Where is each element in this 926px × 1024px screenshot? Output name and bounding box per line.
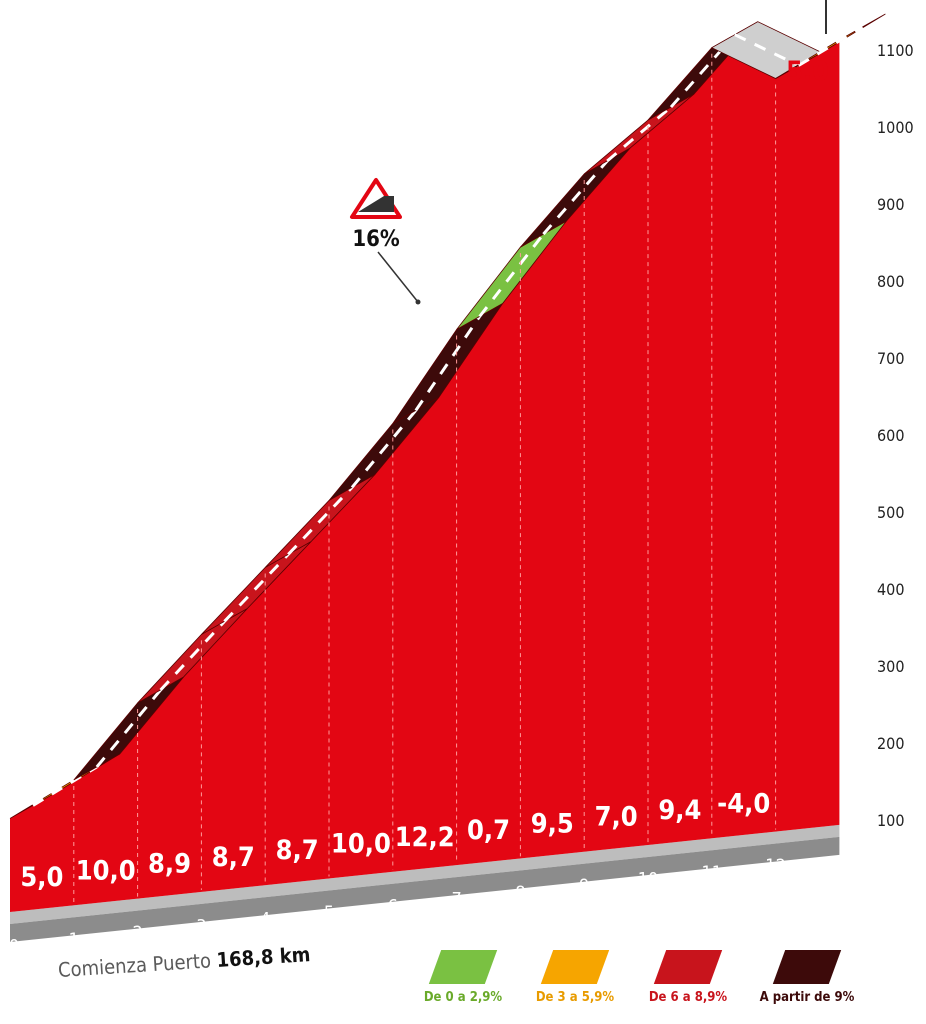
gradient-label-km-0: 5,0 (20, 862, 63, 893)
base-band-top (10, 824, 840, 924)
road-centerline-km-1 (95, 689, 162, 768)
km-gridlines (73, 53, 777, 904)
legend-item-2: De 3 a 5,9% (520, 950, 630, 1005)
km-axis: 0 1 2 3 4 5 6 7 8 9 10 11 12 (9, 856, 786, 957)
gradient-labels: 5,0 10,0 8,9 8,7 8,7 10,0 12,2 0,7 9,5 7,0 9,4 -4,0… (20, 56, 829, 893)
km-tick-0: 0 (9, 936, 19, 957)
km-tick-12: 12 (765, 856, 786, 877)
road-centerline-km-6 (414, 315, 481, 412)
gradient-label-km-1: 10,0 (76, 855, 136, 886)
max-gradient-label: 16% (352, 227, 400, 252)
gradient-label-km-3: 8,7 (212, 842, 255, 873)
gradient-label-km-7: 0,7 (467, 815, 510, 846)
legend-item-4: A partir de 9% (752, 950, 862, 1005)
legend-swatch (540, 950, 610, 984)
km-tick-3: 3 (196, 916, 206, 937)
km-tick-2: 2 (132, 923, 142, 944)
gradient-label-km-12: 5,0 (786, 56, 829, 87)
km-tick-10: 10 (638, 869, 659, 890)
km-tick-8: 8 (515, 882, 525, 903)
km-tick-9: 9 (579, 876, 589, 897)
gradient-label-km-10: 9,4 (658, 795, 701, 826)
altitude-tick-400: 400 (877, 580, 904, 599)
gradient-label-km-4: 8,7 (276, 835, 319, 866)
gradient-label-km-2: 8,9 (148, 849, 191, 880)
altitude-tick-100: 100 (877, 811, 904, 830)
km-tick-1: 1 (69, 929, 79, 950)
altitude-tick-1000: 1000 (877, 118, 914, 137)
gradient-label-km-8: 9,5 (531, 808, 574, 839)
legend-swatch (653, 950, 723, 984)
road-centerline-km-2 (159, 620, 226, 691)
legend-swatch (428, 950, 498, 984)
legend-label: De 0 a 2,9% (423, 990, 503, 1005)
legend-item-3: De 6 a 8,9% (633, 950, 743, 1005)
legend-label: De 6 a 8,9% (648, 990, 728, 1005)
altitude-tick-1100: 1100 (877, 41, 914, 60)
road-centerline-km-5 (350, 409, 417, 489)
road-centerline-km-8 (542, 159, 609, 236)
gradient-label-km-11: -4,0 (717, 788, 770, 819)
km-tick-5: 5 (324, 903, 334, 924)
road-centerline-km-9 (606, 105, 672, 163)
slope-icon (358, 196, 394, 212)
altitude-tick-900: 900 (877, 195, 904, 214)
altitude-tick-600: 600 (877, 426, 904, 445)
gradient-label-km-9: 7,0 (595, 802, 638, 833)
km-tick-11: 11 (701, 862, 722, 883)
km-tick-7: 7 (451, 889, 461, 910)
altitude-tick-200: 200 (877, 734, 904, 753)
base-band (10, 836, 840, 942)
road-centerline-km-11 (734, 33, 800, 67)
profile-area (10, 39, 840, 913)
altitude-tick-800: 800 (877, 272, 904, 291)
max-gradient-leader-line (377, 251, 419, 303)
altitude-tick-300: 300 (877, 657, 904, 676)
max-gradient-point (415, 299, 421, 305)
km-tick-6: 6 (388, 896, 398, 917)
legend-label: A partir de 9% (759, 990, 855, 1005)
altitude-tick-500: 500 (877, 503, 904, 522)
max-gradient-marker: 16% (350, 178, 421, 305)
altitude-axis: 100 200 300 400 500 600 700 800 900 1000 1100 (877, 41, 914, 830)
gradient-label-km-5: 10,0 (331, 829, 391, 860)
km-tick-4: 4 (260, 909, 270, 930)
profile-base (10, 824, 840, 942)
altitude-tick-700: 700 (877, 349, 904, 368)
road-centerline-km-10 (669, 33, 736, 109)
legend-swatch (772, 950, 842, 984)
gradient-label-km-6: 12,2 (395, 822, 455, 853)
legend-label: De 3 a 5,9% (535, 990, 615, 1005)
road-centerline-km-3 (223, 553, 290, 623)
road-centerline-km-4 (287, 486, 354, 556)
road-band (9, 13, 886, 819)
road-centerline-km-7 (478, 233, 545, 318)
profile-segments (10, 39, 840, 913)
legend-item-1: De 0 a 2,9% (408, 950, 518, 1005)
